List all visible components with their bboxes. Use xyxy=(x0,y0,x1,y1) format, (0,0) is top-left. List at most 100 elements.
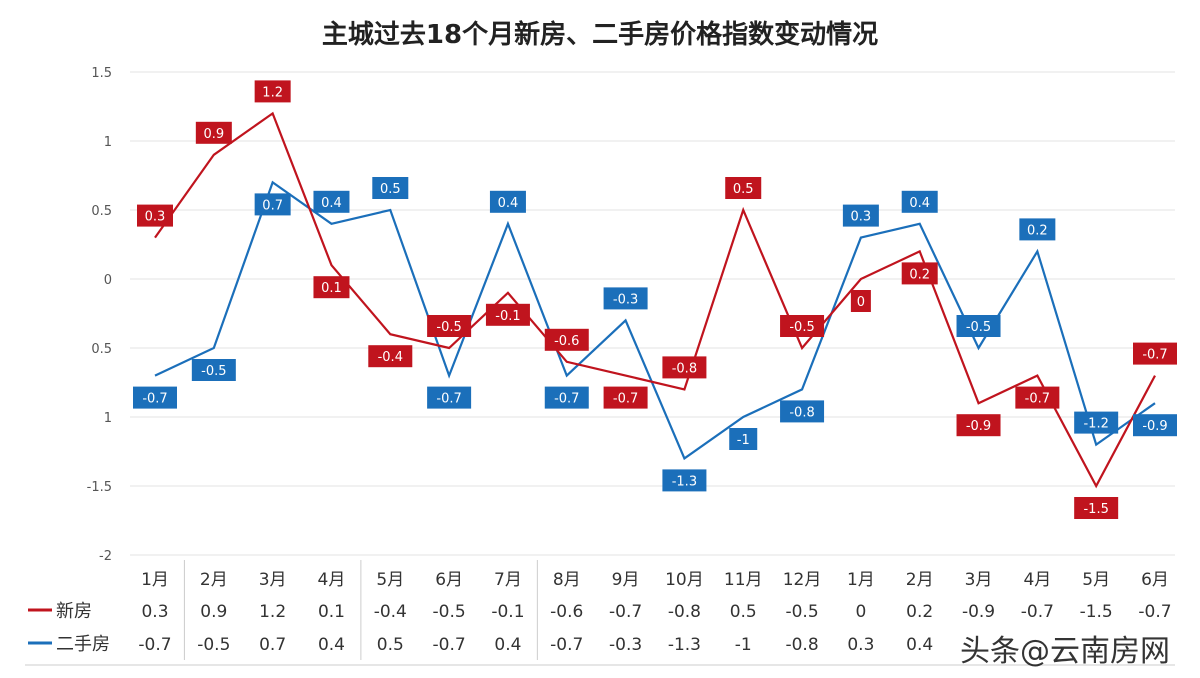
data-label-box xyxy=(485,303,530,326)
data-label: 0.1 xyxy=(321,281,342,296)
data-label-box xyxy=(427,386,472,409)
data-label: 0.5 xyxy=(380,182,401,197)
y-tick-label: -2 xyxy=(99,549,112,564)
data-label-box xyxy=(729,428,758,450)
table-cell: 0.1 xyxy=(318,602,345,622)
table-cell: 0.2 xyxy=(906,602,933,622)
data-label: -0.4 xyxy=(378,350,403,365)
data-label: -0.5 xyxy=(436,320,461,335)
x-tick-label: 3月 xyxy=(965,570,993,590)
table-cell: 0.5 xyxy=(730,602,757,622)
table-cell: 0.4 xyxy=(494,635,521,655)
table-cell: -0.7 xyxy=(433,635,466,655)
data-label: -0.9 xyxy=(1142,419,1167,434)
x-tick-label: 2月 xyxy=(200,570,228,590)
data-label: 0.3 xyxy=(145,210,166,225)
table-cell: -0.8 xyxy=(785,635,818,655)
x-tick-label: 5月 xyxy=(376,570,404,590)
data-label-box xyxy=(372,177,409,199)
data-label: 0.2 xyxy=(1027,223,1048,238)
data-label-box xyxy=(427,315,472,337)
data-label-box xyxy=(956,414,1001,437)
data-label: -1 xyxy=(737,433,750,448)
data-label: -1.5 xyxy=(1083,502,1108,517)
data-label: -0.7 xyxy=(142,392,167,407)
x-tick-label: 6月 xyxy=(435,570,463,590)
data-label-box xyxy=(603,386,648,409)
data-label: 0.5 xyxy=(733,182,754,197)
data-label: 0.4 xyxy=(498,196,519,211)
table-cell: 1.2 xyxy=(259,602,286,622)
data-label: -0.8 xyxy=(789,405,814,420)
data-label-box xyxy=(254,80,291,103)
x-tick-label: 7月 xyxy=(494,570,522,590)
data-label: -0.7 xyxy=(436,392,461,407)
data-label: -0.9 xyxy=(966,419,991,434)
x-tick-label: 11月 xyxy=(724,570,763,590)
data-label-box xyxy=(1015,386,1060,409)
series-line xyxy=(154,111,1156,489)
x-tick-label: 4月 xyxy=(318,570,346,590)
table-cell: 0.4 xyxy=(318,635,345,655)
y-tick-label: -1.5 xyxy=(87,480,112,495)
data-label-box xyxy=(603,287,648,310)
table-cell: 0.9 xyxy=(200,602,227,622)
data-label: -0.5 xyxy=(789,320,814,335)
data-label-box xyxy=(313,190,350,213)
table-cell: -0.4 xyxy=(374,602,407,622)
y-tick-label: 1 xyxy=(104,135,112,150)
data-label: -1.3 xyxy=(672,474,697,489)
y-tick-label: 1.5 xyxy=(91,66,112,81)
data-label-box xyxy=(313,276,350,299)
data-label-box xyxy=(133,386,177,409)
data-label: -0.1 xyxy=(495,309,520,324)
table-cell: -0.7 xyxy=(609,602,642,622)
x-tick-label: 12月 xyxy=(783,570,822,590)
table-cell: -0.6 xyxy=(550,602,583,622)
data-label: -0.8 xyxy=(672,361,697,376)
y-tick-label: 0.5 xyxy=(91,204,112,219)
table-cell: -1 xyxy=(735,635,752,655)
x-tick-label: 6月 xyxy=(1141,570,1169,590)
data-label-box xyxy=(1133,414,1177,437)
data-label: 0 xyxy=(857,295,865,310)
table-cell: -0.7 xyxy=(138,635,171,655)
data-label-box xyxy=(1074,497,1119,519)
data-label: -0.7 xyxy=(1142,348,1167,363)
legend-label: 二手房 xyxy=(56,634,110,655)
table-cell: -0.3 xyxy=(609,635,642,655)
data-label-box xyxy=(1133,342,1177,365)
data-label-box xyxy=(1074,411,1119,434)
data-label-box xyxy=(195,121,232,144)
data-label-box xyxy=(662,356,707,379)
data-label-box xyxy=(780,400,825,423)
data-label-box xyxy=(850,290,871,312)
data-label: -0.7 xyxy=(554,392,579,407)
data-label-box xyxy=(544,328,589,351)
data-label: 0.3 xyxy=(851,210,872,225)
table-cell: -1.5 xyxy=(1080,602,1113,622)
data-label-box xyxy=(368,345,413,368)
y-tick-label: 0.5 xyxy=(91,342,112,357)
data-label-box xyxy=(725,177,762,199)
data-label-box xyxy=(842,204,879,227)
data-label-box xyxy=(901,262,938,285)
data-label-box xyxy=(254,193,291,216)
x-tick-label: 1月 xyxy=(847,570,875,590)
data-label: 0.4 xyxy=(909,196,930,211)
data-label-box xyxy=(137,204,173,227)
table-cell: -0.5 xyxy=(433,602,466,622)
data-label: -0.6 xyxy=(554,334,579,349)
table-cell: 0.5 xyxy=(377,635,404,655)
data-label-box xyxy=(489,190,526,213)
data-label-box xyxy=(191,359,236,381)
table-cell: -0.9 xyxy=(962,602,995,622)
y-tick-label: 1 xyxy=(104,411,112,426)
watermark: 头条@云南房网 xyxy=(960,634,1170,669)
table-cell: -0.5 xyxy=(785,602,818,622)
x-tick-label: 8月 xyxy=(553,570,581,590)
table-cell: -0.7 xyxy=(550,635,583,655)
table-cell: -1.3 xyxy=(668,635,701,655)
data-label: 0.2 xyxy=(909,267,930,282)
